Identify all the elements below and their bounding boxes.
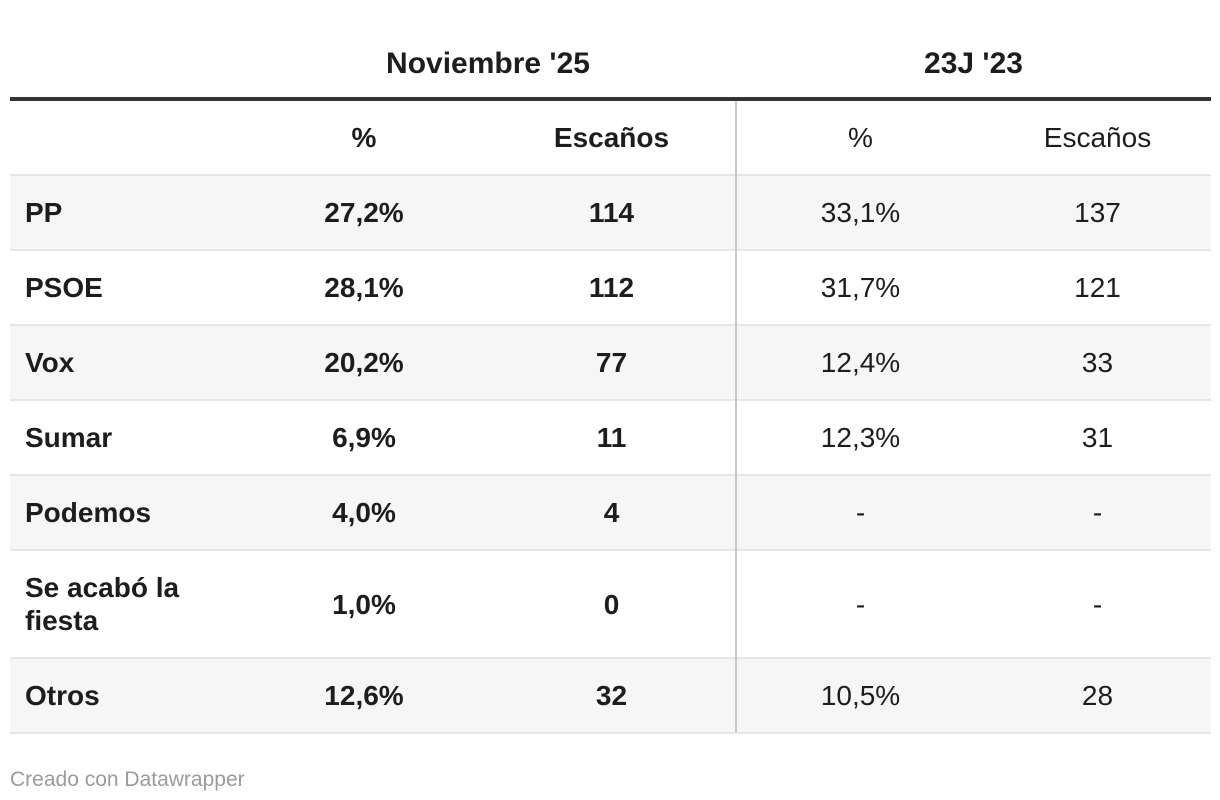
table-row-sumar: Sumar 6,9% 11 12,3% 31: [10, 399, 1211, 475]
chart-footer: Creado con Datawrapper: [10, 767, 1220, 793]
23j-pct-column-header: %: [735, 99, 984, 175]
nov-seats-cell: 0: [488, 549, 736, 658]
nov-seats-cell: 114: [488, 174, 736, 250]
nov-pct-cell: 20,2%: [240, 324, 488, 400]
party-label: Otros: [25, 680, 100, 711]
23j-pct-cell: -: [735, 474, 984, 550]
group-header-23j-23: 23J '23: [736, 0, 1211, 101]
party-label: Sumar: [25, 422, 113, 453]
nov-seats-cell: 32: [488, 657, 736, 734]
poll-results-table-container: Noviembre '25 23J '23 % Escaños % Escaño…: [10, 0, 1211, 734]
party-label: Vox: [25, 347, 75, 378]
nov-seats-column-header: Escaños: [553, 122, 670, 153]
23j-seats-cell: -: [984, 474, 1211, 550]
23j-pct-cell: 10,5%: [735, 657, 984, 734]
23j-seats-column-header: Escaños: [1043, 122, 1152, 153]
column-header-row: % Escaños % Escaños: [10, 99, 1211, 175]
nov-pct-cell: 6,9%: [240, 399, 488, 475]
nov-pct-cell: 27,2%: [240, 174, 488, 250]
party-label: Se acabó la fiesta: [25, 572, 180, 636]
group-header-row: Noviembre '25 23J '23: [10, 0, 1211, 101]
table-row-psoe: PSOE 28,1% 112 31,7% 121: [10, 249, 1211, 325]
party-label: Podemos: [25, 497, 152, 528]
23j-seats-cell: 33: [984, 324, 1211, 400]
nov-pct-cell: 4,0%: [240, 474, 488, 550]
23j-pct-cell: 33,1%: [735, 174, 984, 250]
23j-pct-cell: 12,3%: [735, 399, 984, 475]
23j-pct-cell: -: [735, 549, 984, 658]
table-row-podemos: Podemos 4,0% 4 - -: [10, 474, 1211, 550]
party-column-header: [10, 99, 240, 175]
corner-cell: [10, 0, 240, 101]
23j-pct-cell: 31,7%: [735, 249, 984, 325]
23j-seats-cell: -: [984, 549, 1211, 658]
23j-seats-cell: 137: [984, 174, 1211, 250]
party-cell: Podemos: [10, 474, 240, 550]
nov-seats-cell: 77: [488, 324, 736, 400]
23j-seats-cell: 31: [984, 399, 1211, 475]
party-cell: Otros: [10, 657, 240, 734]
party-cell: PSOE: [10, 249, 240, 325]
nov-seats-cell: 11: [488, 399, 736, 475]
party-cell: PP: [10, 174, 240, 250]
table-row-otros: Otros 12,6% 32 10,5% 28: [10, 657, 1211, 734]
party-cell: Vox: [10, 324, 240, 400]
nov-seats-cell: 112: [488, 249, 736, 325]
table-row-pp: PP 27,2% 114 33,1% 137: [10, 174, 1211, 250]
nov-pct-cell: 12,6%: [240, 657, 488, 734]
group-header-noviembre-25: Noviembre '25: [240, 0, 736, 101]
nov-pct-cell: 1,0%: [240, 549, 488, 658]
nov-pct-column-header: %: [351, 122, 377, 153]
23j-pct-cell: 12,4%: [735, 324, 984, 400]
party-label: PSOE: [25, 272, 103, 303]
table-row-se-acabo-la-fiesta: Se acabó la fiesta 1,0% 0 - -: [10, 549, 1211, 658]
23j-seats-cell: 121: [984, 249, 1211, 325]
23j-seats-cell: 28: [984, 657, 1211, 734]
party-cell: Se acabó la fiesta: [10, 549, 240, 658]
table-row-vox: Vox 20,2% 77 12,4% 33: [10, 324, 1211, 400]
party-label: PP: [25, 197, 63, 228]
datawrapper-credit-link[interactable]: Creado con Datawrapper: [10, 768, 245, 791]
nov-seats-cell: 4: [488, 474, 736, 550]
nov-pct-cell: 28,1%: [240, 249, 488, 325]
party-cell: Sumar: [10, 399, 240, 475]
poll-results-table: Noviembre '25 23J '23 % Escaños % Escaño…: [10, 0, 1211, 734]
